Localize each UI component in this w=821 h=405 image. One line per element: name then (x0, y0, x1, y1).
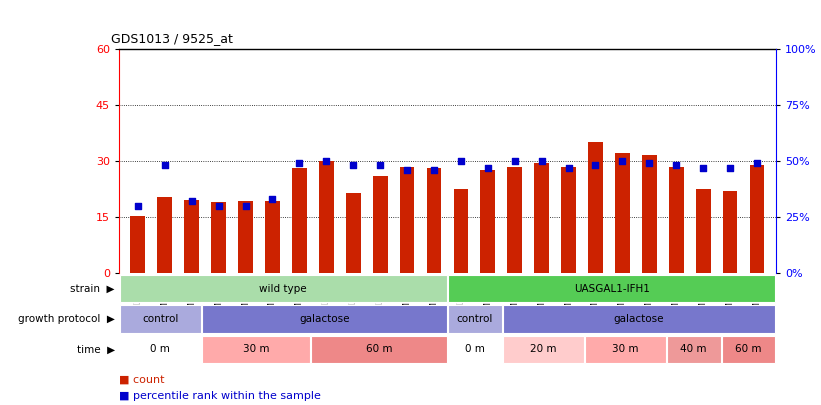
Bar (400, 166, 415, 273)
Text: 0 m: 0 m (465, 344, 484, 354)
Text: 20 m: 20 m (530, 344, 557, 354)
Point (293, 160, 306, 166)
Point (589, 162, 602, 169)
Bar (750, 165, 764, 273)
Point (346, 162, 360, 169)
Bar (722, 336, 775, 363)
Text: 30 m: 30 m (243, 344, 269, 354)
Point (266, 196, 279, 202)
Point (401, 167, 414, 173)
Bar (211, 202, 226, 273)
Text: 60 m: 60 m (366, 344, 392, 354)
Point (670, 162, 683, 169)
Bar (346, 193, 360, 273)
Point (535, 158, 548, 164)
Bar (588, 142, 603, 273)
Bar (427, 168, 442, 273)
Text: wild type: wild type (259, 284, 307, 294)
Bar (722, 191, 737, 273)
Bar (453, 189, 468, 273)
Text: 30 m: 30 m (612, 344, 639, 354)
Bar (120, 336, 200, 363)
Bar (502, 336, 584, 363)
Bar (202, 336, 310, 363)
Text: ■ percentile rank within the sample: ■ percentile rank within the sample (119, 391, 321, 401)
Bar (507, 166, 522, 273)
Point (239, 202, 252, 209)
Bar (669, 166, 684, 273)
Bar (158, 196, 172, 273)
Bar (480, 171, 495, 273)
Point (723, 164, 736, 171)
Point (562, 164, 576, 171)
Bar (448, 336, 502, 363)
Bar (615, 153, 630, 273)
Bar (562, 166, 576, 273)
Bar (642, 156, 657, 273)
Point (374, 162, 387, 169)
Bar (202, 305, 447, 333)
Point (454, 158, 467, 164)
Point (481, 164, 494, 171)
Bar (185, 200, 200, 273)
Bar (502, 305, 775, 333)
Point (643, 160, 656, 166)
Bar (534, 163, 549, 273)
Text: strain  ▶: strain ▶ (71, 284, 115, 294)
Point (428, 167, 441, 173)
Point (131, 202, 144, 209)
Text: galactose: galactose (614, 314, 664, 324)
Point (750, 160, 764, 166)
Bar (448, 305, 502, 333)
Point (616, 158, 629, 164)
Point (508, 158, 521, 164)
Text: time  ▶: time ▶ (77, 344, 115, 354)
Bar (120, 275, 447, 302)
Text: galactose: galactose (299, 314, 350, 324)
Point (212, 202, 225, 209)
Text: UASGAL1-IFH1: UASGAL1-IFH1 (574, 284, 649, 294)
Bar (695, 189, 710, 273)
Bar (311, 336, 447, 363)
Text: 40 m: 40 m (681, 344, 707, 354)
Bar (292, 168, 307, 273)
Bar (667, 336, 721, 363)
Bar (265, 201, 280, 273)
Point (696, 164, 709, 171)
Text: GDS1013 / 9525_at: GDS1013 / 9525_at (111, 32, 232, 45)
Point (186, 198, 199, 205)
Bar (585, 336, 666, 363)
Text: ■ count: ■ count (119, 375, 164, 385)
Bar (319, 161, 333, 273)
Text: 60 m: 60 m (736, 344, 762, 354)
Bar (448, 275, 775, 302)
Bar (131, 216, 145, 273)
Bar (373, 176, 388, 273)
Bar (120, 305, 200, 333)
Text: control: control (142, 314, 178, 324)
Text: control: control (456, 314, 493, 324)
Text: growth protocol  ▶: growth protocol ▶ (18, 314, 115, 324)
Point (158, 162, 172, 169)
Bar (238, 201, 253, 273)
Point (319, 158, 333, 164)
Text: 0 m: 0 m (150, 344, 170, 354)
